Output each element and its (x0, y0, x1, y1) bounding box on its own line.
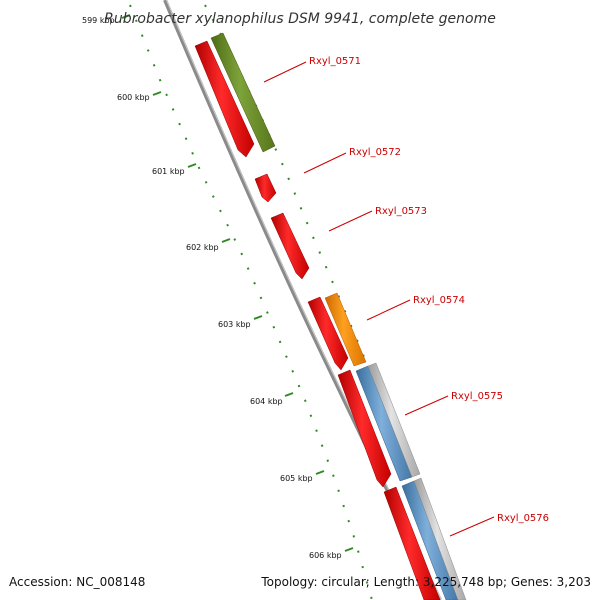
tick-606: 606 kbp (309, 547, 354, 560)
tick-label: 603 kbp (218, 320, 251, 329)
tick-label: 606 kbp (309, 551, 342, 560)
feature-mrna-rxyl-0576[interactable] (413, 477, 467, 600)
gene-label-rxyl-0574[interactable]: Rxyl_0574 (413, 295, 465, 306)
feature-cds-rxyl-0575[interactable] (337, 369, 392, 488)
map-title: Rubrobacter xylanophilus DSM 9941, compl… (104, 11, 496, 27)
feature-cds-rxyl-0574[interactable] (307, 296, 349, 371)
tick-mark (152, 91, 162, 96)
tick-label: 604 kbp (250, 397, 283, 406)
feature-cds-rxyl-0571[interactable] (194, 40, 255, 158)
tick-mark (315, 470, 325, 475)
gene-label-rxyl-0573[interactable]: Rxyl_0573 (375, 206, 427, 217)
label-line-rxyl-0574 (366, 299, 411, 321)
gene-label-rxyl-0572[interactable]: Rxyl_0572 (349, 147, 401, 158)
tick-602: 602 kbp (186, 238, 231, 252)
gene-rxyl-0576[interactable] (383, 477, 467, 600)
tick-mark (284, 392, 294, 397)
tick-604: 604 kbp (250, 392, 294, 406)
tick-601: 601 kbp (152, 163, 197, 176)
feature-gene-rxyl-0574[interactable] (324, 292, 367, 367)
tick-599: 599 kbp (82, 14, 131, 25)
tick-label: 605 kbp (280, 474, 313, 483)
gene-label-rxyl-0575[interactable]: Rxyl_0575 (451, 391, 503, 402)
gene-rxyl-0575[interactable] (337, 362, 421, 488)
label-line-rxyl-0573 (328, 210, 373, 232)
feature-cds-rxyl-0572[interactable] (254, 173, 277, 203)
gene-rxyl-0574[interactable] (307, 292, 367, 371)
gene-label-rxyl-0571[interactable]: Rxyl_0571 (309, 56, 361, 67)
tick-mark (221, 238, 231, 243)
label-line-rxyl-0576 (449, 516, 495, 537)
tick-mark (253, 315, 263, 320)
feature-cds-rxyl-0573[interactable] (270, 212, 310, 280)
tick-label: 601 kbp (152, 167, 185, 176)
tick-label: 599 kbp (82, 16, 115, 25)
tick-600: 600 kbp (117, 91, 162, 102)
gene-label-rxyl-0576[interactable]: Rxyl_0576 (497, 513, 549, 524)
tick-mark (187, 163, 197, 168)
tick-603: 603 kbp (218, 315, 263, 329)
tick-605: 605 kbp (280, 470, 325, 483)
feature-mrna-rxyl-0575[interactable] (367, 362, 421, 478)
gene-rxyl-0573[interactable] (270, 212, 310, 280)
gene-rxyl-0571[interactable] (194, 32, 276, 158)
tick-mark (121, 14, 131, 19)
inner-dotted-trace (129, 4, 373, 600)
gene-rxyl-0572[interactable] (254, 173, 277, 203)
tick-label: 600 kbp (117, 93, 150, 102)
tick-mark (344, 547, 354, 552)
topology-text: Topology: circular; Length: 3,225,748 bp… (261, 575, 591, 589)
feature-cds-rxyl-0576[interactable] (383, 486, 441, 600)
feature-gene-rxyl-0576[interactable] (401, 480, 459, 600)
accession-text: Accession: NC_008148 (9, 575, 146, 589)
label-line-rxyl-0575 (404, 395, 449, 416)
feature-gene-rxyl-0571[interactable] (210, 32, 276, 153)
tick-label: 602 kbp (186, 243, 219, 252)
label-line-rxyl-0572 (303, 152, 347, 174)
label-line-rxyl-0571 (263, 61, 307, 83)
